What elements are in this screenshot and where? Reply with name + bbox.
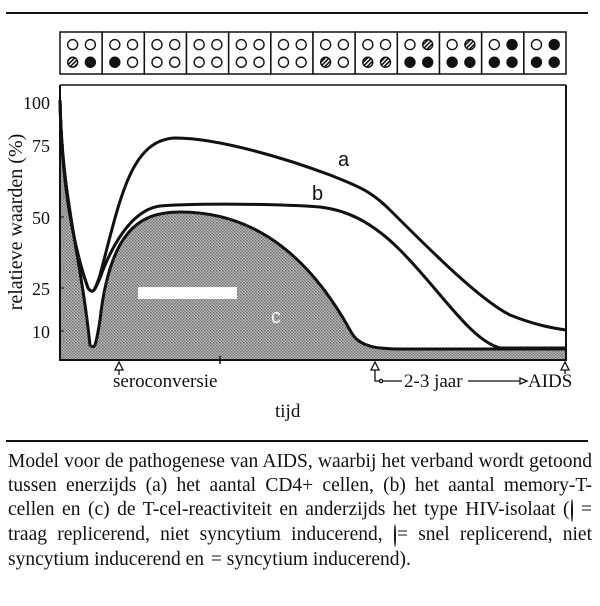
open-isolate-circle-icon (319, 38, 332, 51)
solid-isolate-circle-icon (404, 56, 416, 68)
solid-isolate-circle-icon (446, 56, 458, 68)
hatched-isolate-circle-icon (464, 38, 476, 51)
curve-a-label: a (338, 149, 350, 171)
open-isolate-circle-icon (337, 38, 350, 51)
hiv-isolate-strip (59, 31, 567, 75)
open-isolate-circle-icon (84, 38, 97, 51)
figure-caption: Model voor de pathogenese van AIDS, waar… (8, 450, 592, 573)
solid-isolate-circle-icon (530, 56, 543, 68)
curve-a-line (58, 99, 567, 332)
curve-c-label: c (271, 306, 281, 328)
open-isolate-circle-icon (295, 56, 307, 68)
open-circle-icon (570, 499, 573, 522)
open-isolate-circle-icon (126, 38, 139, 51)
open-isolate-circle-icon (446, 38, 458, 51)
hatched-isolate-circle-icon (379, 56, 392, 68)
isolate-box (101, 31, 146, 75)
solid-isolate-circle-icon (548, 38, 560, 51)
solid-isolate-circle-icon (548, 56, 560, 68)
solid-isolate-circle-icon (506, 38, 518, 51)
open-isolate-circle-icon (151, 56, 163, 68)
hatched-isolate-circle-icon (362, 56, 374, 68)
open-isolate-circle-icon (404, 38, 416, 51)
isolate-box (396, 31, 441, 75)
y-axis-label: relatieve waarden (%) (5, 134, 27, 311)
hatched-circle-icon (393, 524, 396, 547)
open-isolate-circle-icon (253, 38, 265, 51)
open-isolate-circle-icon (253, 56, 265, 68)
seroconversie-arrow-icon (113, 360, 125, 371)
open-isolate-circle-icon (168, 38, 181, 51)
isolate-box (438, 31, 483, 75)
solid-isolate-circle-icon (506, 56, 518, 68)
open-isolate-circle-icon (193, 38, 205, 51)
plot-area (58, 84, 567, 364)
middle-rule (6, 440, 588, 442)
caption-text-4: = syncytium inducerend). (210, 549, 411, 570)
open-isolate-circle-icon (126, 56, 139, 68)
open-isolate-circle-icon (235, 56, 248, 68)
y-tick-75: 75 (32, 136, 50, 156)
y-tick-25: 25 (32, 279, 50, 299)
chart: 100 75 50 25 10 relatieve waarden (%) a … (5, 31, 572, 422)
open-isolate-circle-icon (193, 56, 205, 68)
open-isolate-circle-icon (337, 56, 350, 68)
isolate-box (312, 31, 356, 75)
open-isolate-circle-icon (295, 38, 307, 51)
solid-isolate-circle-icon (488, 56, 501, 68)
caption-text-1: Model voor de pathogenese van AIDS, waar… (8, 451, 592, 520)
isolate-box (185, 31, 230, 75)
redaction-bar (138, 287, 237, 299)
open-isolate-circle-icon (235, 38, 248, 51)
open-isolate-circle-icon (362, 38, 374, 51)
solid-isolate-circle-icon (464, 56, 476, 68)
isolate-box (227, 31, 272, 75)
y-tick-10: 10 (32, 322, 50, 342)
curve-c-area (60, 100, 566, 360)
hatched-isolate-circle-icon (421, 38, 434, 51)
open-isolate-circle-icon (530, 38, 543, 51)
y-tick-50: 50 (32, 208, 50, 228)
isolate-box (143, 31, 188, 75)
duration-label: 2-3 jaar (404, 371, 463, 392)
open-isolate-circle-icon (151, 38, 163, 51)
open-isolate-circle-icon (277, 56, 290, 68)
aids-arrow-icon (559, 360, 571, 371)
solid-isolate-circle-icon (421, 56, 434, 68)
hatched-isolate-circle-icon (66, 56, 79, 68)
curve-c-line (58, 99, 566, 351)
isolate-box (480, 31, 525, 75)
open-isolate-circle-icon (211, 38, 223, 51)
isolate-box (523, 31, 567, 75)
solid-isolate-circle-icon (109, 56, 121, 68)
onset-arrow-icon (369, 360, 381, 371)
seroconversie-label: seroconversie (113, 371, 217, 392)
top-rule (6, 12, 588, 14)
isolate-box (59, 31, 103, 75)
isolate-box (270, 31, 314, 75)
y-tick-100: 100 (23, 93, 50, 113)
aids-pointer-arrow-icon (519, 377, 529, 385)
x-axis-label: tijd (275, 401, 301, 422)
hatched-isolate-circle-icon (319, 56, 332, 68)
aids-label: AIDS (528, 371, 572, 392)
caption-text-3: = snel replicerend, niet syncytium induc… (8, 524, 592, 570)
open-isolate-circle-icon (488, 38, 501, 51)
isolate-box (354, 31, 399, 75)
open-isolate-circle-icon (109, 38, 121, 51)
open-isolate-circle-icon (277, 38, 290, 51)
solid-isolate-circle-icon (84, 56, 97, 68)
open-isolate-circle-icon (379, 38, 392, 51)
curve-b-label: b (312, 183, 323, 205)
open-isolate-circle-icon (66, 38, 79, 51)
open-isolate-circle-icon (211, 56, 223, 68)
open-isolate-circle-icon (168, 56, 181, 68)
caption-text-2: = traag replicerend, niet syncytium indu… (8, 499, 592, 545)
